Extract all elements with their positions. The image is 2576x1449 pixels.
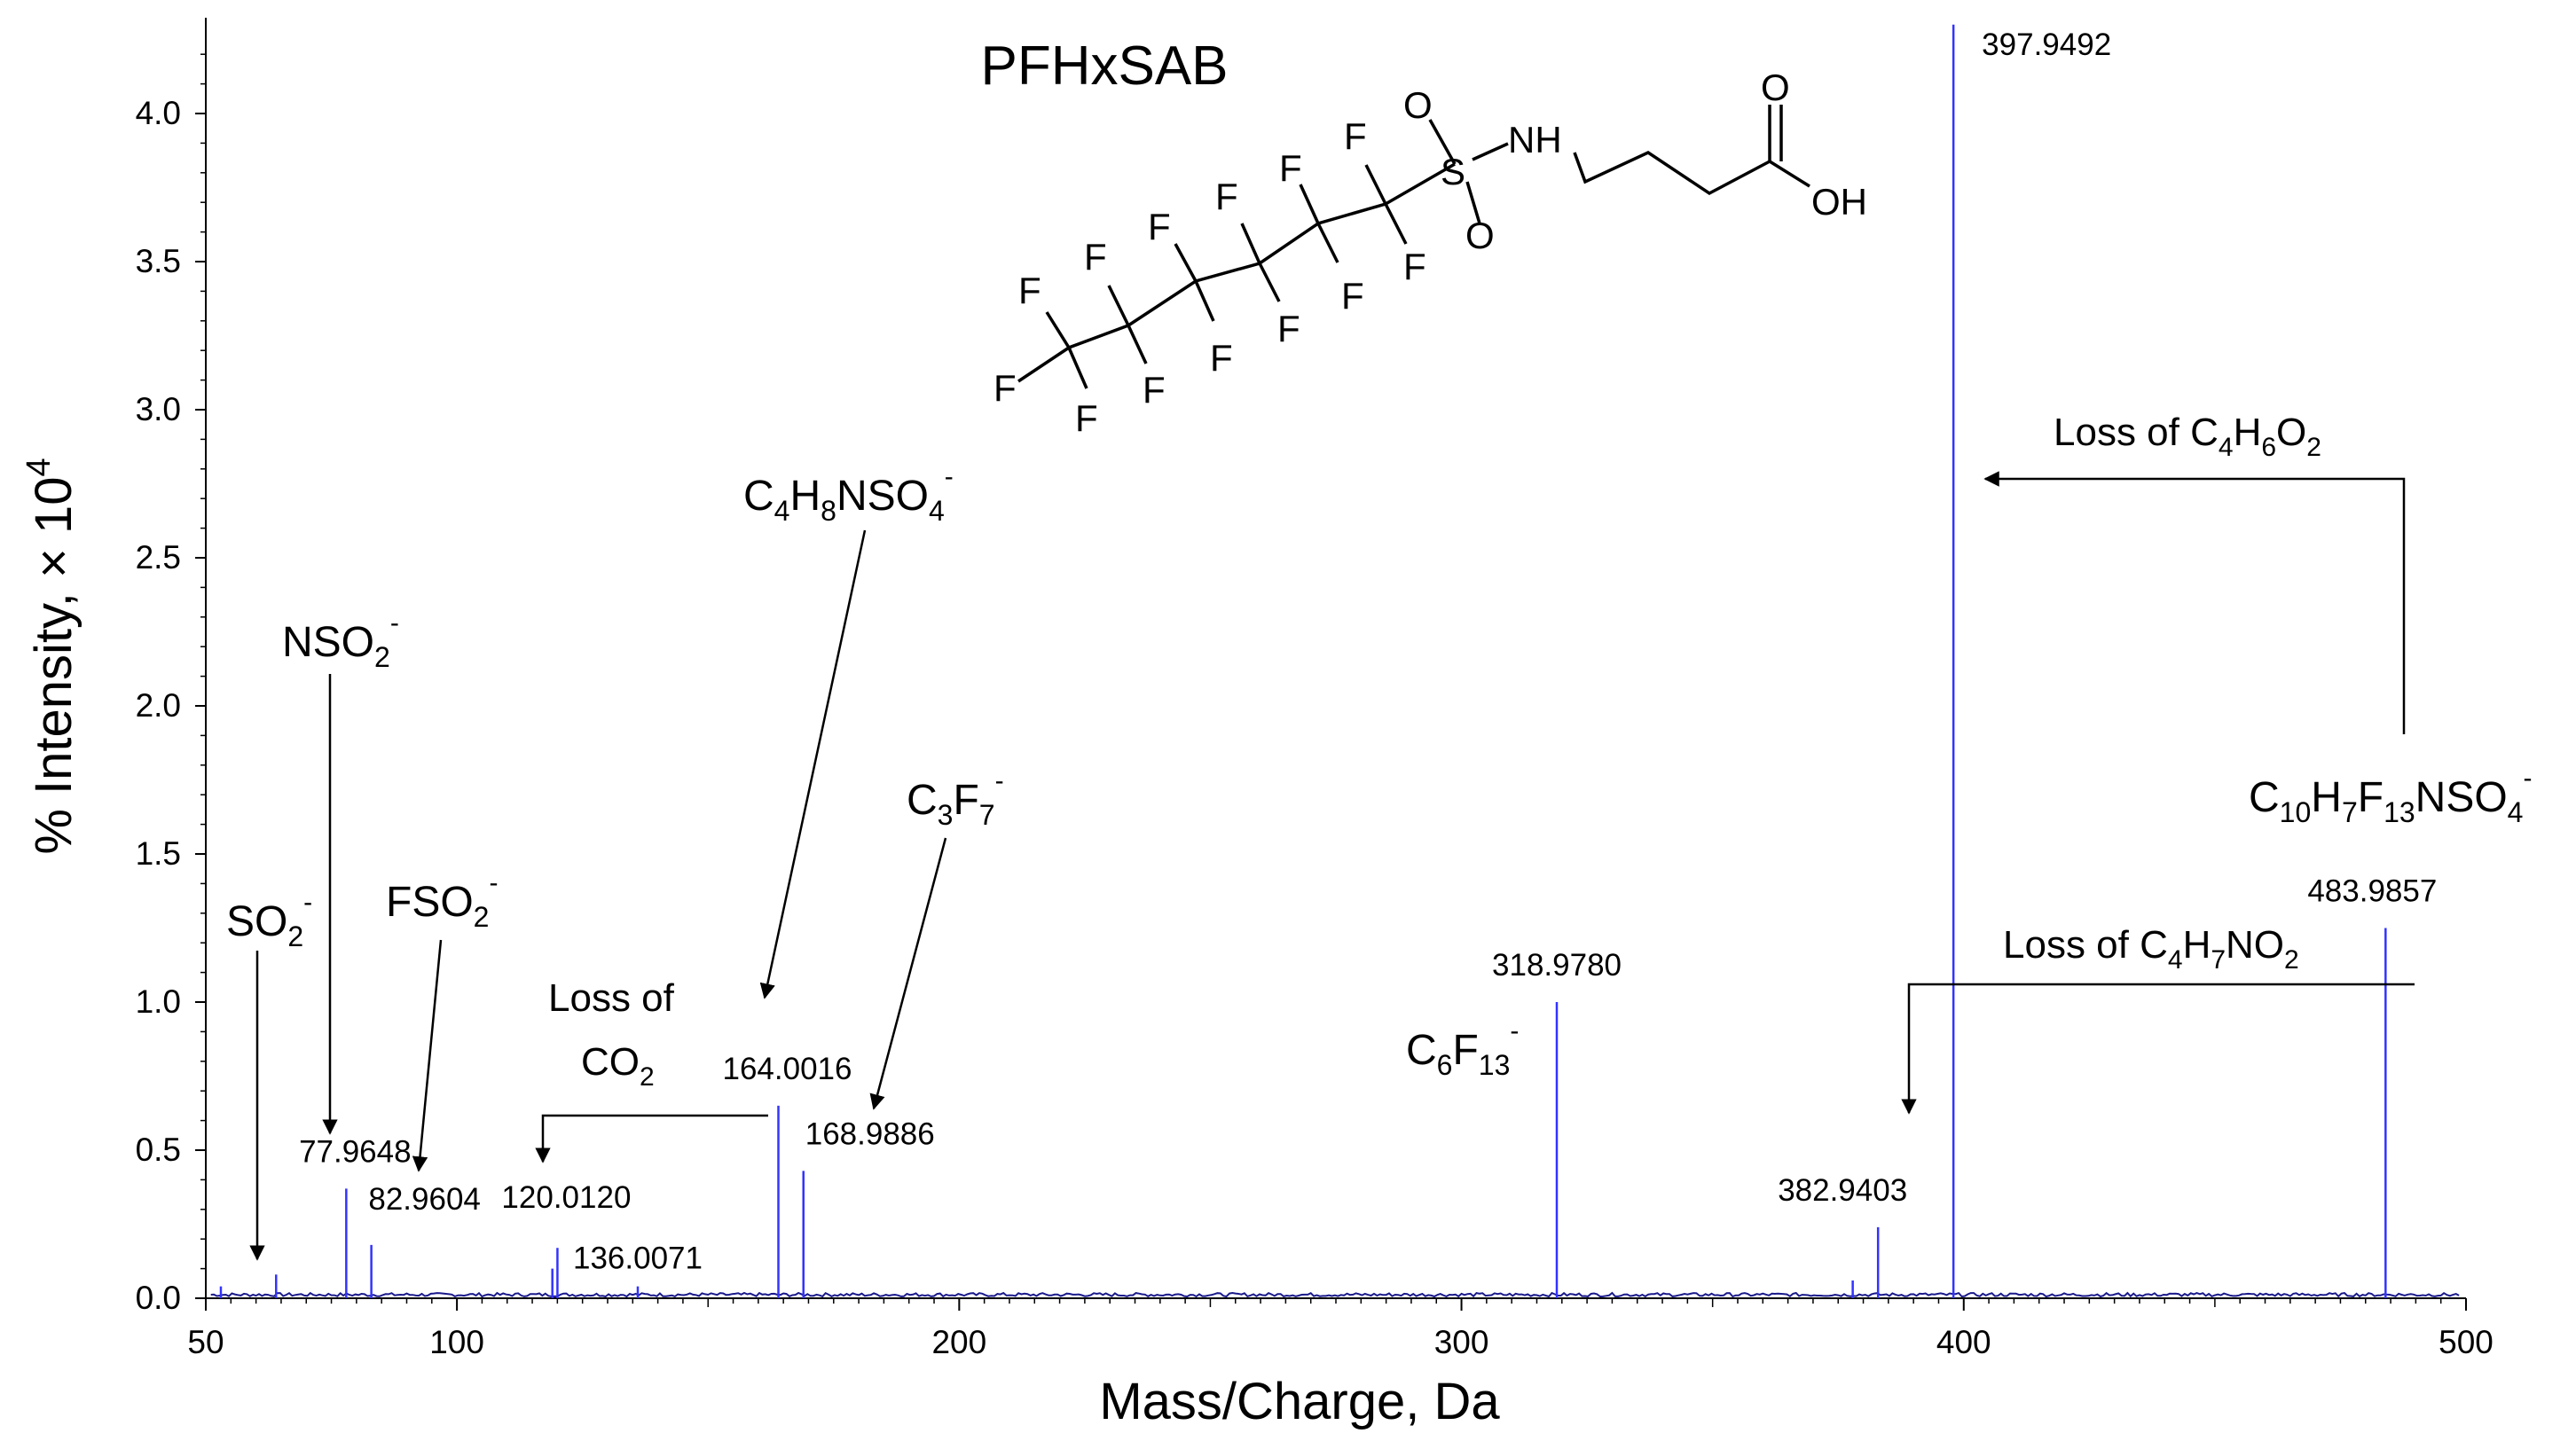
y-tick-labels: 0.0 0.5 1.0 1.5 2.0 2.5 3.0 3.5 4.0 xyxy=(136,95,181,1316)
x-tick-label: 500 xyxy=(2439,1324,2494,1360)
chart-title: PFHxSAB xyxy=(980,35,1228,97)
atom-f: F xyxy=(1143,369,1166,411)
bond-cf-2b xyxy=(1127,325,1148,364)
minor-ticks xyxy=(200,53,2442,1307)
peak-labels: 77.9648 82.9604 120.0120 136.0071 164.0016 16… xyxy=(299,27,2437,1276)
atom-f: F xyxy=(1018,270,1041,311)
bond-cf-6b xyxy=(1384,203,1408,245)
label-precursor: C10H7F13NSO4- xyxy=(2249,764,2532,828)
atom-f: F xyxy=(1210,337,1233,379)
peak-label: 483.9857 xyxy=(2307,874,2437,909)
structure-atoms: F F F F F F F F F F F F F S O O NH O OH xyxy=(993,67,1867,439)
peak-label: 82.9604 xyxy=(368,1182,481,1217)
label-fso2: FSO2- xyxy=(386,868,498,933)
bond-sn xyxy=(1472,142,1509,161)
arrow-loss-c4h7no2 xyxy=(1901,983,2415,1115)
bond-cf-4b xyxy=(1258,262,1281,302)
atom-f: F xyxy=(993,367,1017,409)
x-tick-label: 300 xyxy=(1434,1324,1489,1360)
peak-label: 120.0120 xyxy=(501,1180,631,1215)
x-tick-label: 200 xyxy=(931,1324,986,1360)
atom-f: F xyxy=(1403,246,1426,287)
label-c4h8nso4: C4H8NSO4- xyxy=(743,462,954,527)
arrow-c4h8nso4 xyxy=(759,529,867,999)
label-loss-c4h6o2: Loss of C4H6O2 xyxy=(2054,411,2321,462)
y-tick-label: 0.5 xyxy=(136,1132,181,1168)
label-c3f7: C3F7- xyxy=(907,766,1004,831)
arrow-fso2 xyxy=(412,939,443,1172)
structure-bonds xyxy=(1017,162,1456,383)
y-axis-title-exponent: 4 xyxy=(20,458,58,476)
atom-f: F xyxy=(1075,397,1098,439)
y-axis-title-text: % Intensity, × 10 xyxy=(25,477,82,855)
atom-nh: NH xyxy=(1508,119,1562,161)
label-nso2: NSO2- xyxy=(282,608,399,673)
y-tick-label: 2.0 xyxy=(136,687,181,724)
atom-f: F xyxy=(1215,176,1238,217)
bond-cf-3b xyxy=(1194,280,1215,322)
bond-cf-5b xyxy=(1316,223,1339,263)
y-tick-label: 3.5 xyxy=(136,243,181,279)
label-loss-of: Loss of xyxy=(548,976,675,1020)
atom-f: F xyxy=(1341,275,1364,317)
major-ticks xyxy=(195,113,2467,1311)
bond-cf-6a xyxy=(1364,164,1387,205)
bond-cf-4a xyxy=(1240,223,1261,264)
atom-f: F xyxy=(1084,236,1107,278)
y-tick-label: 4.0 xyxy=(136,95,181,131)
atom-s: S xyxy=(1441,151,1465,192)
atom-o: O xyxy=(1761,67,1790,108)
x-tick-label: 100 xyxy=(429,1324,484,1360)
baseline-noise xyxy=(210,1291,2460,1298)
y-tick-label: 0.0 xyxy=(136,1280,181,1316)
peak-label: 397.9492 xyxy=(1982,27,2111,62)
label-so2: SO2- xyxy=(226,888,312,952)
atom-f: F xyxy=(1148,206,1171,247)
peak-label: 168.9886 xyxy=(805,1116,935,1151)
x-tick-label: 50 xyxy=(187,1324,224,1360)
atom-f: F xyxy=(1279,147,1302,189)
peak-label: 77.9648 xyxy=(299,1134,412,1169)
bond-cf-1b xyxy=(1067,347,1088,389)
atom-f: F xyxy=(1277,308,1300,349)
arrow-loss-c4h6o2 xyxy=(1983,471,2406,734)
butyl-chain xyxy=(1573,150,1771,196)
y-tick-label: 2.5 xyxy=(136,539,181,576)
atom-oh: OH xyxy=(1811,181,1867,223)
peak-series xyxy=(219,24,2387,1298)
arrow-c3f7 xyxy=(869,837,947,1110)
pfhxsab-structure xyxy=(1017,105,1810,389)
y-tick-label: 3.0 xyxy=(136,391,181,427)
label-co2: CO2 xyxy=(581,1040,655,1092)
bond-so-bottom xyxy=(1465,181,1481,224)
bond-coh xyxy=(1769,160,1810,188)
bond-cf-3a xyxy=(1174,243,1198,282)
y-tick-label: 1.5 xyxy=(136,835,181,872)
atom-o: O xyxy=(1403,84,1433,126)
x-tick-labels: 50 100 200 300 400 500 xyxy=(187,1324,2493,1360)
fragment-annotations: SO2- NSO2- FSO2- Loss of CO2 C4H8NSO4- C… xyxy=(226,411,2532,1261)
arrow-loss-co2 xyxy=(535,1114,768,1163)
axes xyxy=(195,18,2467,1311)
label-loss-c4h7no2: Loss of C4H7NO2 xyxy=(2003,923,2299,975)
bond-cf-2a xyxy=(1107,285,1130,326)
label-c6f13: C6F13- xyxy=(1406,1016,1519,1081)
peak-label: 318.9780 xyxy=(1492,948,1622,983)
bond-cf-1a xyxy=(1045,311,1071,349)
x-tick-label: 400 xyxy=(1936,1324,1991,1360)
x-axis-title: Mass/Charge, Da xyxy=(1099,1373,1500,1430)
peak-label: 382.9403 xyxy=(1778,1173,1907,1208)
peak-label: 164.0016 xyxy=(723,1052,852,1086)
y-axis-title: % Intensity, × 104 xyxy=(20,458,82,854)
noise-trace xyxy=(210,1291,2460,1298)
peak-label: 136.0071 xyxy=(573,1241,703,1276)
bond-so-top xyxy=(1428,119,1457,165)
atom-f: F xyxy=(1344,115,1367,157)
bond-cf-5a xyxy=(1299,184,1320,224)
y-tick-label: 1.0 xyxy=(136,983,181,1020)
atom-o: O xyxy=(1465,215,1495,256)
